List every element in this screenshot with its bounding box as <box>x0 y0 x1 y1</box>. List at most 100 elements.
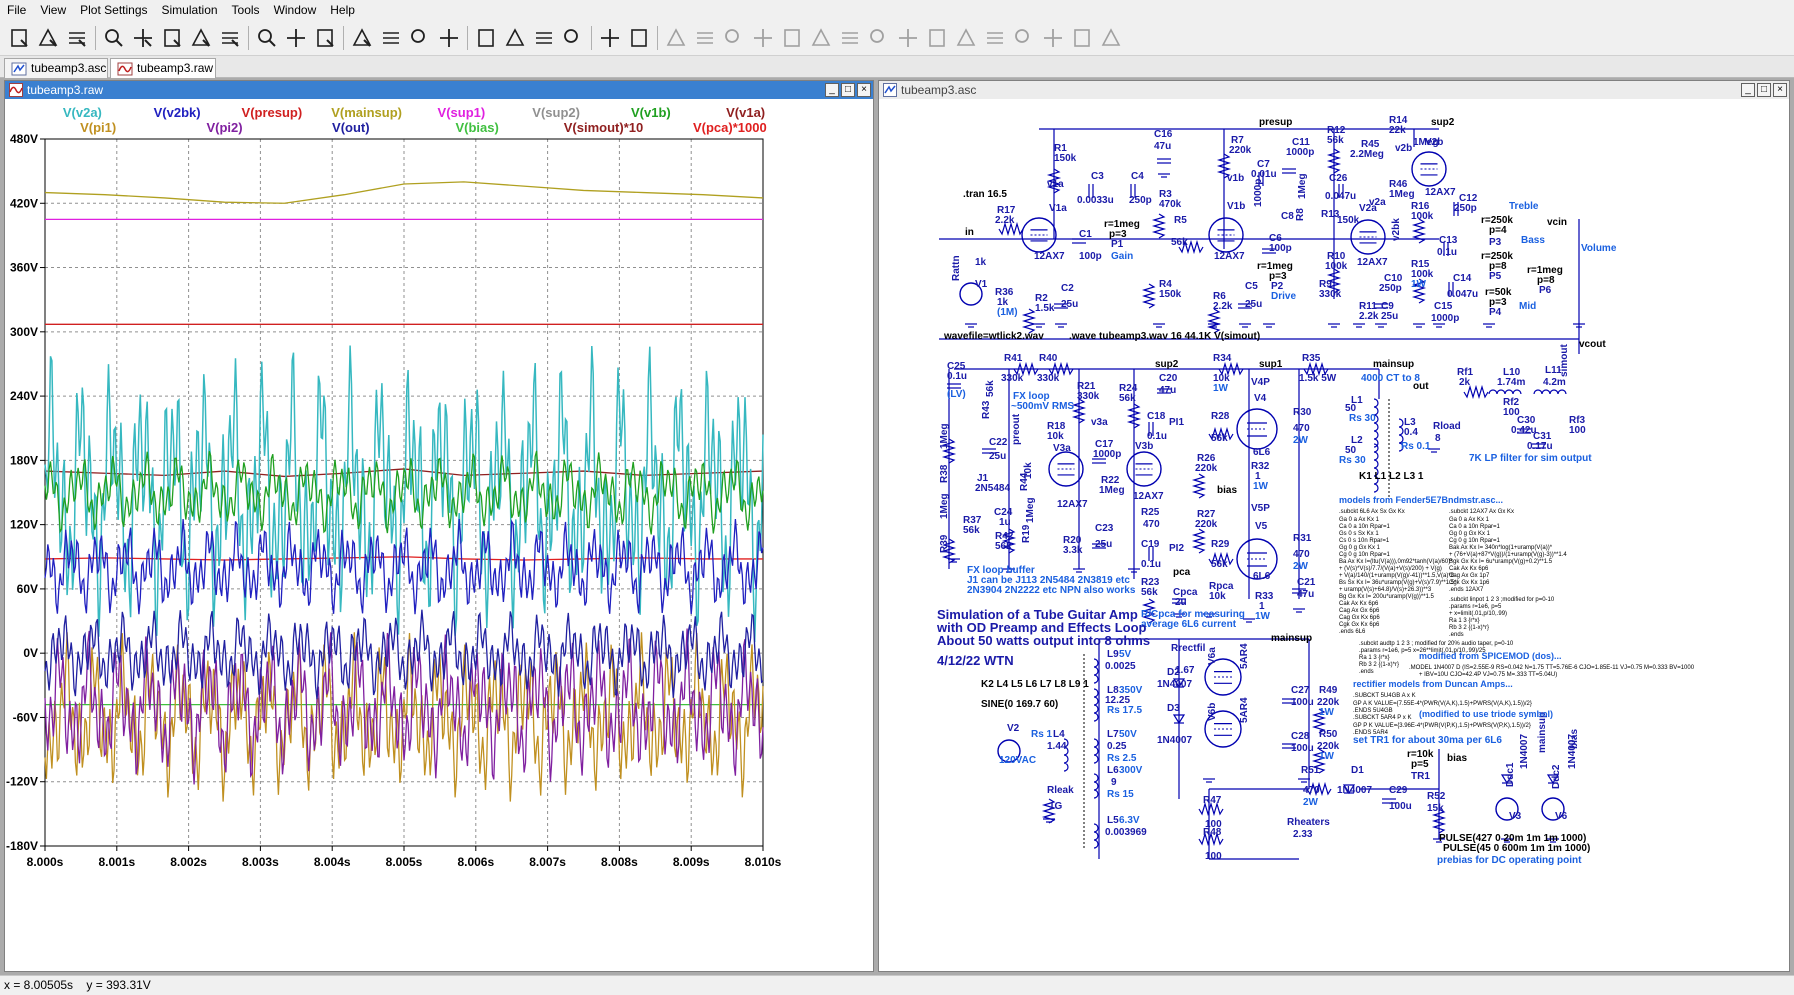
schematic-label: simout <box>1559 344 1570 377</box>
print-icon[interactable] <box>597 25 623 51</box>
ground-icon[interactable] <box>692 25 718 51</box>
legend-entry[interactable]: V(simout)*10 <box>564 120 643 135</box>
drag-icon[interactable] <box>924 25 950 51</box>
tab-waveform[interactable]: tubeamp3.raw <box>110 58 216 78</box>
diode-icon[interactable] <box>837 25 863 51</box>
legend-entry[interactable]: V(sup2) <box>532 105 580 120</box>
tab-schematic[interactable]: tubeamp3.asc <box>4 58 108 78</box>
schematic-label: R39 <box>939 534 950 553</box>
menu-tools[interactable]: Tools <box>231 3 260 17</box>
schematic-label: R9 <box>1319 279 1332 290</box>
paste-icon[interactable] <box>531 25 557 51</box>
menu-file[interactable]: File <box>7 3 27 17</box>
open-icon[interactable] <box>35 25 61 51</box>
rotate-icon[interactable] <box>1011 25 1037 51</box>
wire-icon[interactable] <box>663 25 689 51</box>
legend-entry[interactable]: V(bias) <box>455 120 498 135</box>
cursor-icon[interactable] <box>349 25 375 51</box>
schematic-label: L11 <box>1545 365 1562 376</box>
legend-entry[interactable]: V(sup1) <box>438 105 486 120</box>
halt-icon[interactable] <box>130 25 156 51</box>
tile-horizontal-icon[interactable] <box>378 25 404 51</box>
cut-icon[interactable] <box>473 25 499 51</box>
legend-entry[interactable]: V(mainsup) <box>331 105 402 120</box>
spice-directive-text: Cag Gx Kx 6p6 <box>1339 615 1380 621</box>
schematic-label: 0.1u <box>1147 431 1167 442</box>
legend-entry[interactable]: V(v1a) <box>726 105 765 120</box>
save-icon[interactable] <box>64 25 90 51</box>
legend-entry[interactable]: V(pi1) <box>80 120 116 135</box>
label-icon[interactable] <box>721 25 747 51</box>
schematic-label: Mid <box>1519 301 1536 312</box>
schematic-label: Rs 2.5 <box>1107 753 1137 764</box>
run-icon[interactable] <box>6 25 32 51</box>
schematic-label: v1a <box>1047 179 1064 190</box>
waveform-titlebar[interactable]: tubeamp3.raw _ □ × <box>5 81 873 99</box>
component-icon[interactable] <box>866 25 892 51</box>
text-icon[interactable] <box>1069 25 1095 51</box>
menu-plot-settings[interactable]: Plot Settings <box>80 3 148 17</box>
waveform-plot[interactable]: V(v2a) V(v2bk) V(presup) V(mainsup) V(sup1) V… <box>5 99 873 971</box>
control-panel-icon[interactable] <box>101 25 127 51</box>
schematic-titlebar[interactable]: tubeamp3.asc _ □ × <box>879 81 1789 99</box>
maximize-icon[interactable]: □ <box>841 83 855 97</box>
legend-entry[interactable]: V(pi2) <box>206 120 242 135</box>
legend-entry[interactable]: V(out) <box>332 120 370 135</box>
resistor-icon[interactable] <box>750 25 776 51</box>
schematic-label: 1u <box>999 517 1011 528</box>
find-icon[interactable] <box>560 25 586 51</box>
schematic-label: 50 <box>1345 445 1357 456</box>
close-icon[interactable]: × <box>857 83 871 97</box>
menu-help[interactable]: Help <box>330 3 355 17</box>
legend-entry[interactable]: V(presup) <box>242 105 303 120</box>
schematic-label: J1 can be J113 2N5484 2N3819 etc <box>967 575 1130 586</box>
schematic-label: vcout <box>1579 339 1606 350</box>
minimize-icon[interactable]: _ <box>1741 83 1755 97</box>
zoom-in-icon[interactable] <box>188 25 214 51</box>
y-tick-label: 420V <box>10 196 38 210</box>
schematic-canvas[interactable]: presup sup2R1150kv1aC30.0033uC4250pC1647u… <box>879 99 1789 971</box>
schematic-label: V6a <box>1207 647 1218 665</box>
schematic-label: pca <box>1173 567 1191 578</box>
pan-icon[interactable] <box>159 25 185 51</box>
schematic-label: 1.5k 5W <box>1299 373 1337 384</box>
legend-entry[interactable]: V(v1b) <box>631 105 671 120</box>
tile-vertical-icon[interactable] <box>436 25 462 51</box>
schematic-label: 25u <box>1381 311 1398 322</box>
maximize-icon[interactable]: □ <box>1757 83 1771 97</box>
mirror-icon[interactable] <box>1040 25 1066 51</box>
schematic-label: Rf3 <box>1569 415 1586 426</box>
legend-entry[interactable]: V(v2bk) <box>154 105 201 120</box>
copy-icon[interactable] <box>502 25 528 51</box>
legend-entry[interactable]: V(pca)*1000 <box>693 120 767 135</box>
schematic-label: 1W <box>1411 279 1427 290</box>
schematic-label: V2a <box>1359 203 1377 214</box>
undo-icon[interactable] <box>953 25 979 51</box>
schematic-label: 1W <box>1319 707 1335 718</box>
cascade-icon[interactable] <box>407 25 433 51</box>
close-icon[interactable]: × <box>1773 83 1787 97</box>
autorange-icon[interactable] <box>312 25 338 51</box>
inductor-icon[interactable] <box>808 25 834 51</box>
capacitor-icon[interactable] <box>779 25 805 51</box>
schematic-label: wavefile=wtlick2.wav <box>943 331 1044 342</box>
schematic-label: 250p <box>1129 195 1152 206</box>
spice-directive-icon[interactable] <box>1098 25 1124 51</box>
toolbar <box>0 20 1794 56</box>
menu-simulation[interactable]: Simulation <box>161 3 218 17</box>
minimize-icon[interactable]: _ <box>825 83 839 97</box>
schematic-label: Rs 15 <box>1107 789 1134 800</box>
redo-icon[interactable] <box>982 25 1008 51</box>
schematic-label: Rs 1 <box>1031 729 1053 740</box>
zoom-out-icon[interactable] <box>217 25 243 51</box>
print-setup-icon[interactable] <box>626 25 652 51</box>
menu-window[interactable]: Window <box>273 3 317 17</box>
schematic-label: 250p <box>1454 203 1477 214</box>
schematic-label: p=8 <box>1537 275 1555 286</box>
schematic-wiring <box>939 128 1585 860</box>
move-icon[interactable] <box>895 25 921 51</box>
menu-view[interactable]: View <box>40 3 67 17</box>
zoom-cancel-icon[interactable] <box>283 25 309 51</box>
legend-entry[interactable]: V(v2a) <box>63 105 102 120</box>
zoom-fit-icon[interactable] <box>254 25 280 51</box>
